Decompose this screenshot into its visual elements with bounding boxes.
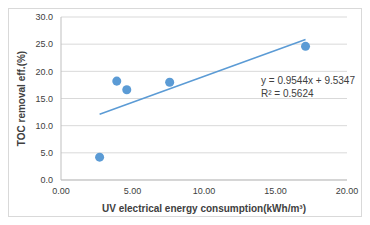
svg-text:5.0: 5.0: [40, 148, 53, 158]
svg-text:20.0: 20.0: [35, 67, 53, 77]
svg-text:25.0: 25.0: [35, 39, 53, 49]
svg-text:30.0: 30.0: [35, 12, 53, 22]
svg-text:TOC removal eff.(%): TOC removal eff.(%): [16, 51, 27, 146]
svg-text:10.0: 10.0: [35, 121, 53, 131]
svg-text:5.00: 5.00: [124, 186, 142, 196]
svg-text:15.0: 15.0: [35, 94, 53, 104]
svg-text:20.00: 20.00: [336, 186, 359, 196]
svg-text:0.00: 0.00: [52, 186, 70, 196]
svg-text:15.00: 15.00: [264, 186, 287, 196]
html-text:R² = 0.5624: R² = 0.5624: [261, 88, 314, 99]
svg-text:UV electrical energy consumpti: UV electrical energy consumption(kWh/m³): [102, 203, 306, 214]
svg-text:10.00: 10.00: [193, 186, 216, 196]
html-text:y = 0.9544x + 9.5347: y = 0.9544x + 9.5347: [261, 75, 355, 86]
svg-text:0.0: 0.0: [40, 175, 53, 185]
